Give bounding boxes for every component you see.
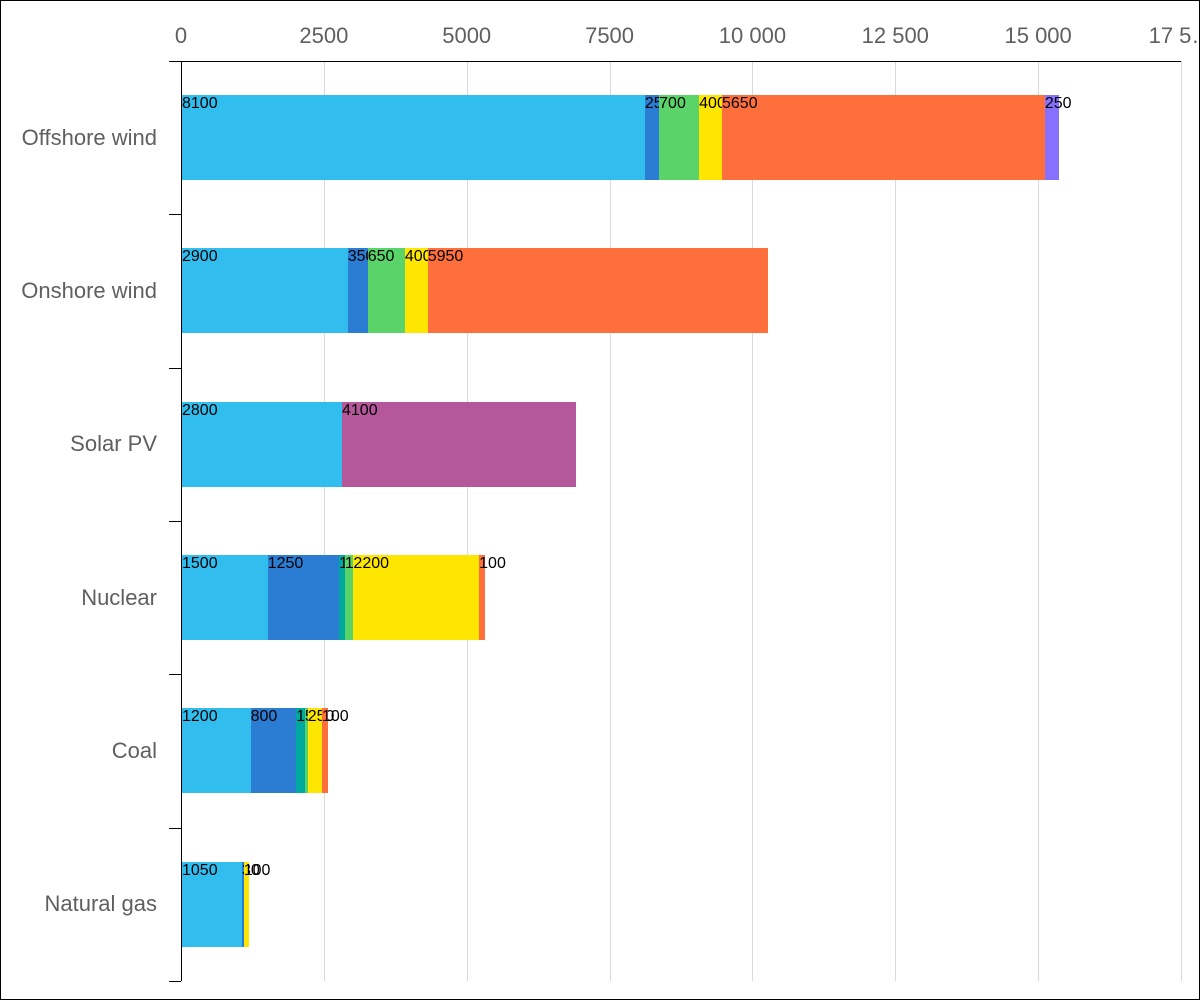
bar-segment: 150 — [345, 555, 354, 640]
y-boundary-tick — [169, 61, 181, 62]
bar-segment: 1200 — [182, 708, 251, 793]
bar-segment: 250 — [1045, 95, 1059, 180]
bar-segment: 400 — [699, 95, 722, 180]
y-tick-label: Solar PV — [70, 431, 157, 457]
bar-segment: 700 — [659, 95, 699, 180]
bar-segment: 250 — [645, 95, 659, 180]
bar-segment: 650 — [368, 248, 405, 333]
bar-segment: 5950 — [428, 248, 768, 333]
bar-segment: 2900 — [182, 248, 348, 333]
x-gridline — [1181, 61, 1182, 981]
chart-frame: 0 2500 5000 7500 10 000 12 500 15 000 17 5… Offs… — [0, 0, 1200, 1000]
bar-segment: 100 — [322, 708, 328, 793]
x-gridline — [752, 61, 753, 981]
bar-segment: 2200 — [353, 555, 479, 640]
bar-segment: 1250 — [268, 555, 339, 640]
bar-segment: 100 — [244, 862, 250, 947]
bar-segment: 350 — [348, 248, 368, 333]
bar-segment: 800 — [251, 708, 297, 793]
x-gridline — [895, 61, 896, 981]
x-axis-line — [181, 61, 1181, 62]
x-tick-label: 0 — [175, 23, 187, 49]
plot-area: 025005000750010 00012 50015 00017 5…Offs… — [181, 61, 1181, 981]
bar-segment: 150 — [296, 708, 305, 793]
x-tick-label: 2500 — [299, 23, 348, 49]
y-tick-label: Coal — [112, 738, 157, 764]
y-tick-label: Natural gas — [44, 891, 157, 917]
x-tick-label: 10 000 — [719, 23, 786, 49]
x-gridline — [324, 61, 325, 981]
x-tick-label: 12 500 — [862, 23, 929, 49]
y-boundary-tick — [169, 828, 181, 829]
y-tick-label: Onshore wind — [21, 278, 157, 304]
x-tick-label: 5000 — [442, 23, 491, 49]
bar-segment: 1500 — [182, 555, 268, 640]
bar-segment: 4100 — [342, 402, 576, 487]
x-tick-label: 7500 — [585, 23, 634, 49]
x-gridline — [467, 61, 468, 981]
y-tick-label: Offshore wind — [22, 125, 157, 151]
y-boundary-tick — [169, 521, 181, 522]
bar-segment: 1050 — [182, 862, 242, 947]
y-boundary-tick — [169, 214, 181, 215]
x-gridline — [1038, 61, 1039, 981]
bar-segment: 2800 — [182, 402, 342, 487]
y-boundary-tick — [169, 674, 181, 675]
bar-segment: 400 — [405, 248, 428, 333]
y-axis-line — [181, 61, 182, 981]
bar-segment: 100 — [479, 555, 485, 640]
bar-segment: 8100 — [182, 95, 645, 180]
x-tick-label: 17 5… — [1149, 23, 1200, 49]
y-boundary-tick — [169, 368, 181, 369]
bar-segment: 5650 — [722, 95, 1045, 180]
y-boundary-tick — [169, 981, 181, 982]
y-tick-label: Nuclear — [81, 585, 157, 611]
x-tick-label: 15 000 — [1004, 23, 1071, 49]
bar-segment: 250 — [308, 708, 322, 793]
x-gridline — [610, 61, 611, 981]
